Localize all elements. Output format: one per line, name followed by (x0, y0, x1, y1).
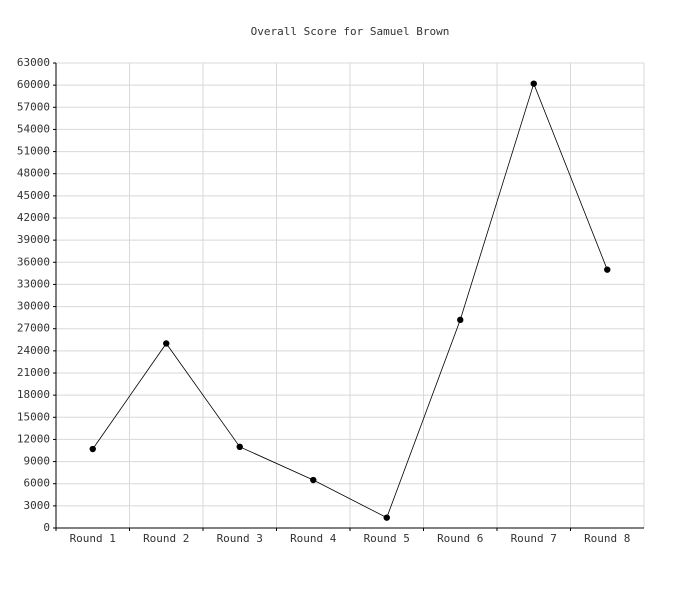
y-tick-label: 9000 (24, 455, 51, 468)
x-tick-label: Round 7 (511, 532, 557, 545)
y-tick-label: 45000 (17, 189, 50, 202)
y-tick-label: 24000 (17, 344, 50, 357)
x-tick-label: Round 8 (584, 532, 630, 545)
point (163, 340, 170, 347)
y-tick-label: 33000 (17, 277, 50, 290)
y-tick-label: 39000 (17, 233, 50, 246)
y-tick-label: 54000 (17, 122, 50, 135)
y-tick-label: 27000 (17, 322, 50, 335)
point (89, 445, 96, 453)
x-tick-label: Round 5 (364, 532, 410, 545)
y-tick-label: 48000 (17, 167, 50, 180)
y-tick-label: 63000 (17, 56, 50, 69)
x-tick-label: Round 6 (437, 532, 483, 545)
y-tick-label: 51000 (17, 145, 50, 158)
x-tick-label: Round 4 (290, 532, 337, 545)
y-tick-label: 0 (43, 521, 50, 534)
point (383, 514, 390, 521)
point (604, 266, 611, 273)
y-tick-label: 21000 (17, 366, 50, 379)
line (92, 82, 608, 519)
y-tick-label: 36000 (17, 255, 50, 268)
point (310, 476, 317, 484)
y-tick-label: 57000 (17, 100, 50, 113)
y-tick-label: 15000 (17, 410, 50, 423)
y-tick-label: 42000 (17, 211, 50, 224)
chart-title: Overall Score for Samuel Brown (251, 25, 450, 38)
y-tick-label: 12000 (17, 432, 50, 445)
y-tick-label: 18000 (17, 388, 50, 401)
point (530, 80, 537, 87)
x-tick-label: Round 3 (217, 532, 263, 545)
x-tick-label: Round 2 (143, 532, 189, 545)
x-tick-label: Round 1 (70, 532, 116, 545)
y-tick-label: 60000 (17, 78, 50, 91)
y-tick-label: 30000 (17, 300, 50, 313)
point (457, 316, 464, 324)
point (236, 443, 243, 451)
y-tick-label: 6000 (24, 477, 51, 490)
y-tick-label: 3000 (24, 499, 51, 512)
